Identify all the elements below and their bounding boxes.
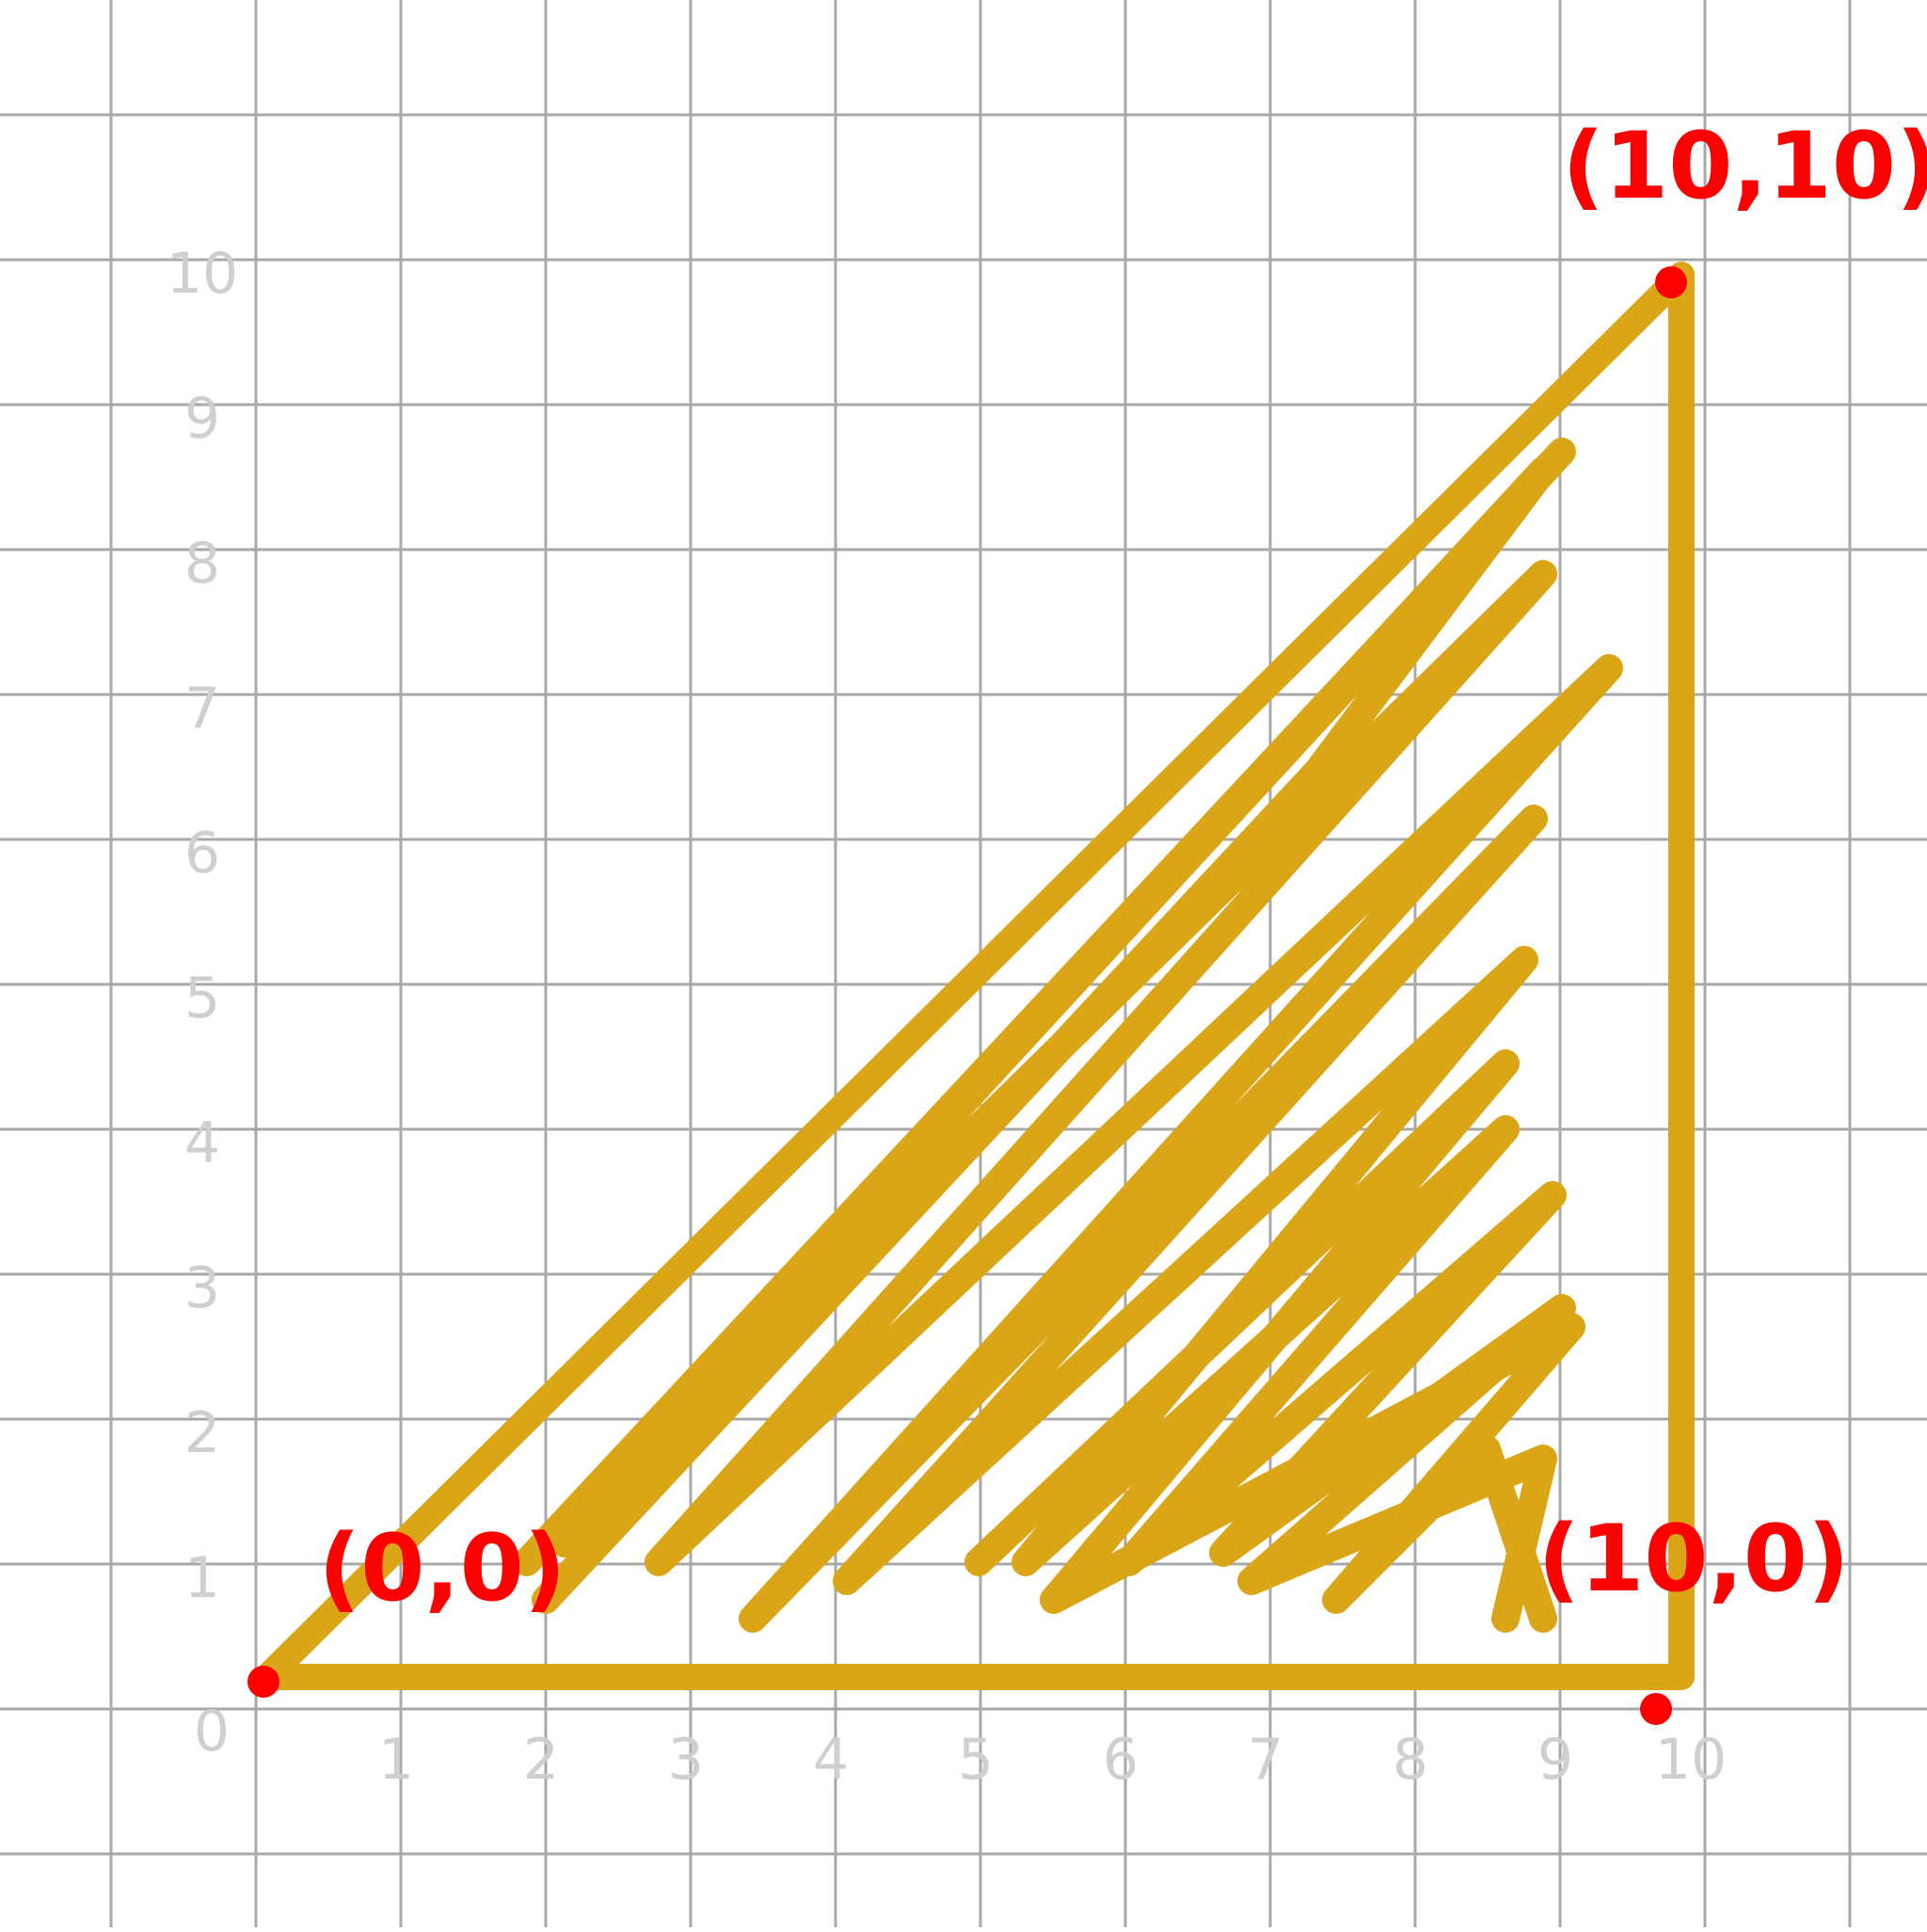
vertex-point: [1655, 266, 1687, 298]
y-tick-label: 10: [167, 241, 238, 307]
hatch-stroke: [513, 438, 1623, 1633]
x-tick-label: 10: [1655, 1727, 1727, 1793]
hatch-stroke: [964, 1049, 1585, 1633]
vertex-label: (10,0): [1537, 1506, 1849, 1613]
vertex-point: [1640, 1693, 1672, 1725]
y-axis-ticks: 1 2 3 4 5 6 7 8 9 10: [167, 241, 238, 1611]
triangle-hatching: [513, 438, 1623, 1633]
x-tick-label: 8: [1393, 1727, 1428, 1793]
x-tick-label: 4: [813, 1727, 849, 1793]
x-tick-label: 9: [1537, 1727, 1573, 1793]
x-tick-label: 3: [668, 1727, 704, 1793]
triangle-outline: [254, 262, 1695, 1690]
x-tick-label: 0: [194, 1699, 230, 1764]
triangle-edges: [254, 262, 1695, 1690]
x-tick-label: 6: [1103, 1727, 1139, 1793]
vertex-point: [247, 1666, 279, 1698]
y-tick-label: 7: [184, 676, 220, 742]
x-tick-label: 2: [523, 1727, 559, 1793]
hatch-stroke: [532, 456, 1557, 1614]
y-tick-label: 5: [184, 966, 220, 1031]
y-tick-label: 2: [184, 1400, 220, 1466]
y-tick-label: 3: [184, 1255, 220, 1321]
x-tick-label: 1: [378, 1727, 414, 1793]
y-tick-label: 6: [184, 821, 220, 886]
vertex-label: (10,10): [1562, 113, 1927, 220]
y-tick-label: 1: [184, 1545, 220, 1611]
y-tick-label: 9: [184, 386, 220, 452]
x-tick-label: 5: [958, 1727, 994, 1793]
y-tick-label: 4: [184, 1110, 220, 1176]
y-tick-label: 8: [184, 531, 220, 597]
x-tick-label: 7: [1248, 1727, 1283, 1793]
vertices: (0,0) (10,0) (10,10): [247, 113, 1927, 1725]
vertex-label: (0,0): [318, 1515, 565, 1622]
x-axis-ticks: 0 1 2 3 4 5 6 7 8 9 10: [194, 1699, 1727, 1793]
